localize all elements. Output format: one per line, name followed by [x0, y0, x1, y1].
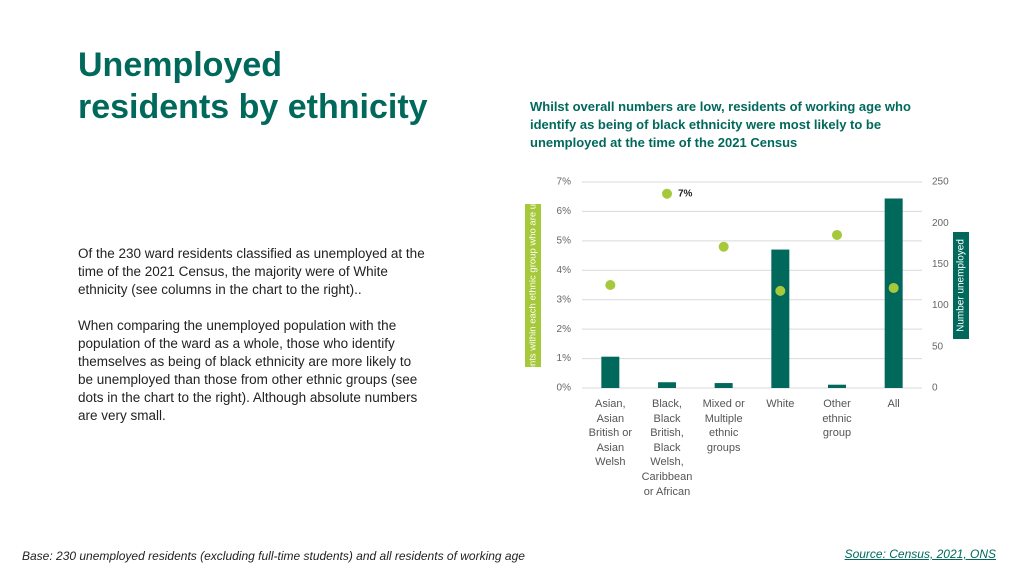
y-tick-label: 6% [557, 206, 572, 217]
y2-tick-label: 250 [932, 177, 949, 188]
y2-axis-label-box [953, 232, 969, 339]
y2-tick-label: 100 [932, 300, 949, 311]
y-tick-label: 5% [557, 235, 572, 246]
y2-tick-label: 0 [932, 383, 938, 394]
x-tick-label: Asian, Asian British or Asian Welsh [588, 398, 633, 469]
dot [832, 229, 842, 240]
y-tick-label: 3% [557, 294, 572, 305]
y2-tick-label: 200 [932, 218, 949, 229]
bar [601, 356, 620, 388]
x-tick-label: Mixed or Multiple ethnic groups [702, 398, 745, 454]
y-tick-label: 4% [557, 265, 572, 276]
dot [888, 282, 899, 293]
paragraph: Of the 230 ward residents classified as … [78, 246, 425, 297]
y2-tick-label: 150 [932, 259, 949, 270]
dot [775, 285, 786, 296]
footnote: Base: 230 unemployed residents (excludin… [22, 549, 525, 563]
y2-tick-label: 50 [932, 341, 944, 352]
bar [771, 249, 790, 388]
y-tick-label: 1% [557, 353, 572, 364]
dot [605, 280, 616, 290]
title: Unemployed residents by ethnicity [78, 44, 428, 128]
bar [884, 198, 903, 388]
y-axis-label-box [525, 204, 541, 367]
title-line: residents by ethnicity [78, 88, 428, 126]
y-tick-label: 2% [557, 324, 572, 335]
bar [658, 382, 676, 388]
y2-axis-label: Number unemployed [956, 239, 967, 332]
subtitle: Whilst overall numbers are low, resident… [530, 99, 911, 150]
y-axis-label: % of residents within each ethnic group … [528, 157, 539, 413]
x-tick-label: Black, Black British, Black Welsh, Carib… [641, 398, 693, 498]
dot [662, 188, 672, 199]
x-tick-label: Other ethnic group [822, 398, 852, 440]
dot [718, 241, 729, 252]
x-tick-label: All [887, 398, 900, 410]
source-link[interactable]: Source: Census, 2021, ONS [844, 547, 996, 561]
bar [828, 384, 846, 388]
bar [714, 383, 733, 388]
x-tick-label: White [766, 398, 795, 410]
data-label: 7% [678, 188, 693, 199]
title-line: Unemployed [78, 46, 283, 84]
y-tick-label: 7% [557, 177, 572, 188]
paragraph: When comparing the unemployed population… [78, 318, 418, 423]
y-tick-label: 0% [557, 383, 572, 394]
